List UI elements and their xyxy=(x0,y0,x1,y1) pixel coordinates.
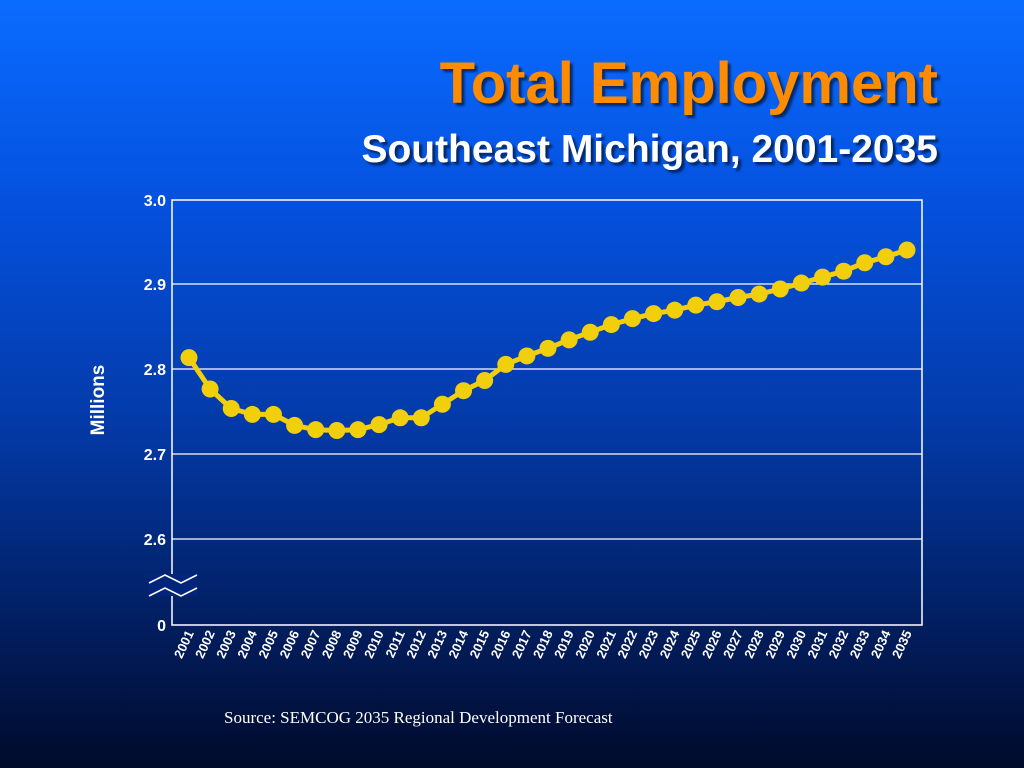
data-point xyxy=(623,310,641,328)
x-tick-labels: 2001200220032004200520062007200820092010… xyxy=(171,627,915,660)
y-axis-label: Millions xyxy=(88,365,109,436)
data-point xyxy=(349,421,367,439)
data-point xyxy=(201,380,219,398)
x-tick-label: 2035 xyxy=(889,628,915,661)
data-point xyxy=(708,293,726,311)
axis-break-line-upper xyxy=(148,574,198,584)
axis-break-marker xyxy=(148,574,198,597)
data-point xyxy=(771,280,789,298)
data-point xyxy=(814,268,832,286)
data-point xyxy=(856,254,874,272)
data-point xyxy=(370,416,388,434)
data-point xyxy=(243,405,261,423)
data-point xyxy=(560,331,578,349)
axis-break-line-lower xyxy=(148,587,198,597)
y-tick-label: 2.7 xyxy=(144,447,166,464)
data-point xyxy=(687,296,705,314)
chart-subtitle: Southeast Michigan, 2001-2035 xyxy=(361,128,938,171)
data-point xyxy=(455,382,473,400)
plot-area-frame xyxy=(171,199,923,626)
data-point xyxy=(602,316,620,334)
y-tick-label: 2.9 xyxy=(144,277,166,294)
y-tick-label: 0 xyxy=(157,618,166,635)
data-point xyxy=(581,323,599,341)
data-point xyxy=(286,416,304,434)
source-note: Source: SEMCOG 2035 Regional Development… xyxy=(224,708,613,727)
data-point xyxy=(539,339,557,357)
data-point xyxy=(328,422,346,440)
data-point xyxy=(898,241,916,259)
data-point xyxy=(750,285,768,303)
data-point xyxy=(391,409,409,427)
y-tick-label: 3.0 xyxy=(144,193,166,210)
data-point xyxy=(433,395,451,413)
data-point xyxy=(666,301,684,319)
data-point xyxy=(835,262,853,280)
x-tick-label: 2010 xyxy=(361,628,387,661)
data-point xyxy=(645,305,663,323)
data-point xyxy=(222,399,240,417)
y-tick-label: 2.6 xyxy=(144,532,166,549)
chart-title: Total Employment xyxy=(439,51,938,116)
data-point xyxy=(877,248,895,266)
data-point xyxy=(518,347,536,365)
data-point xyxy=(307,421,325,439)
data-point xyxy=(180,349,198,367)
data-point xyxy=(792,274,810,292)
data-point xyxy=(412,409,430,427)
data-point xyxy=(729,288,747,306)
data-point xyxy=(476,372,494,390)
gridlines xyxy=(172,283,922,540)
y-tick-labels: 3.0 2.9 2.8 2.7 2.6 0 xyxy=(144,193,166,635)
series-employment xyxy=(180,241,916,440)
y-tick-label: 2.8 xyxy=(144,362,166,379)
data-point xyxy=(497,355,515,373)
data-point xyxy=(264,405,282,423)
